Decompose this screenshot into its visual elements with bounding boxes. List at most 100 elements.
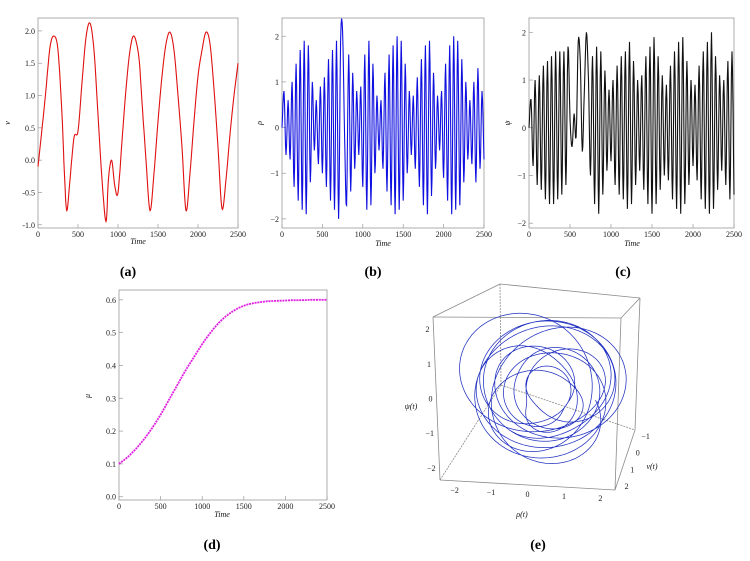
y-tick-label: 0.6 [106, 296, 116, 305]
panel-a-ylabel: ν [3, 121, 12, 125]
x-tick-label: 2 [598, 494, 602, 503]
x-tick-label: 1 [562, 492, 566, 501]
x-tick-label: −1 [487, 488, 496, 497]
y-tick-label: 0 [275, 124, 279, 133]
y-tick-label: 2 [625, 482, 629, 491]
box-edge [499, 283, 641, 299]
series-line [118, 298, 327, 465]
panel-e-ylabel: ν(t) [646, 462, 657, 471]
x-tick-label: 2000 [277, 502, 293, 511]
x-tick-label: 2000 [436, 230, 452, 239]
y-tick-label: -0.5 [22, 188, 35, 197]
y-tick-label: −1 [517, 172, 526, 181]
y-tick-label: −2 [270, 215, 279, 224]
y-tick-label: 0.1 [106, 460, 116, 469]
series-line [37, 22, 239, 224]
x-tick-label: 1000 [194, 502, 210, 511]
y-tick-label: 0.2 [106, 427, 116, 436]
y-tick-label: 0.5 [25, 124, 35, 133]
y-tick-label: 0.0 [106, 493, 116, 502]
x-tick-label: 2500 [319, 502, 335, 511]
box-edge [634, 297, 641, 431]
panel-b-ylabel: ρ [255, 121, 264, 126]
series-line [528, 32, 735, 214]
panel-d-xlabel: Time [214, 510, 230, 519]
panel-a-xlabel: Time [130, 237, 146, 246]
box-edge [439, 479, 616, 491]
box-edge [620, 297, 641, 319]
panel-b-xlabel: Time [375, 239, 391, 248]
trajectory-curve [459, 312, 627, 464]
y-tick-label: 2 [275, 32, 279, 41]
panel-d-ylabel: μ [83, 394, 92, 399]
y-tick-label: 0 [522, 124, 526, 133]
x-tick-label: 1000 [355, 230, 371, 239]
panel-d: 0 500 1000 1500 2000 2500 0.0 0.1 0.2 0.3 0.4 0.5 0.… [83, 289, 335, 553]
y-tick-label: 0.5 [106, 329, 116, 338]
x-tick-label: 0 [280, 230, 284, 239]
panel-b: 0 500 1000 1500 2000 2500 −2 −1 0 1 2 ρ Time (b) [255, 17, 492, 280]
panel-e-zlabel: ψ(t) [405, 402, 418, 411]
x-tick-label: 0 [117, 502, 121, 511]
x-tick-label: −2 [450, 486, 459, 495]
panel-d-label: (d) [203, 538, 220, 553]
y-tick-label: 0.3 [106, 394, 116, 403]
panel-a-frame [37, 17, 239, 229]
x-tick-label: 500 [564, 230, 576, 239]
x-tick-label: 2000 [685, 230, 701, 239]
panel-c-xlabel: Time [624, 239, 640, 248]
box-edge [614, 429, 636, 491]
panel-b-plot: 0 500 1000 1500 2000 2500 −2 −1 0 1 2 [270, 18, 492, 239]
y-tick-label: -1.0 [22, 221, 35, 230]
panel-a-label: (a) [120, 265, 137, 280]
y-tick-label: −2 [517, 219, 526, 228]
y-tick-label: 1 [630, 465, 634, 474]
panel-a: 0 500 1000 1500 2000 2500 -1.0 -0.5 0.0 0.5 1.0 1.5… [3, 17, 246, 280]
panel-b-label: (b) [364, 265, 381, 280]
x-tick-label: 500 [155, 502, 167, 511]
z-tick-label: 1 [427, 360, 431, 369]
y-tick-label: −1 [641, 432, 650, 441]
z-tick-label: 0 [429, 395, 433, 404]
box-edge [432, 283, 501, 318]
x-tick-label: 0 [36, 230, 40, 239]
y-tick-label: 1 [522, 76, 526, 85]
panel-c-plot: 0 500 1000 1500 2000 2500 −2 −1 0 1 2 [517, 28, 742, 239]
y-tick-label: 1.5 [25, 59, 35, 68]
panel-e-xlabel: ρ(t) [515, 510, 528, 519]
panel-c: 0 500 1000 1500 2000 2500 −2 −1 0 1 2 ψ Time (c) [503, 17, 742, 280]
box-edge [499, 283, 502, 386]
y-tick-label: 1.0 [25, 92, 35, 101]
panel-d-frame [118, 289, 328, 501]
box-edge [432, 316, 441, 481]
x-tick-label: 500 [316, 230, 328, 239]
x-tick-label: 2000 [190, 230, 206, 239]
box-edge [500, 384, 636, 431]
x-tick-label: 1500 [236, 502, 252, 511]
y-tick-label: 0.4 [106, 361, 116, 370]
series-line [281, 18, 485, 219]
x-tick-label: 500 [72, 230, 84, 239]
box-edge [614, 317, 622, 491]
y-tick-label: 0.0 [25, 156, 35, 165]
z-tick-label: 2 [426, 325, 430, 334]
z-tick-label: −2 [427, 464, 436, 473]
x-tick-label: 1500 [150, 230, 166, 239]
panel-c-ylabel: ψ [503, 119, 512, 125]
y-tick-label: 2.0 [25, 27, 35, 36]
x-tick-label: 1500 [395, 230, 411, 239]
x-tick-label: 1000 [110, 230, 126, 239]
y-tick-label: 0 [636, 449, 640, 458]
panel-d-plot: 0 500 1000 1500 2000 2500 0.0 0.1 0.2 0.3 0.4 0.5 0.… [106, 296, 335, 511]
x-tick-label: 2500 [230, 230, 246, 239]
panel-e-label: (e) [530, 538, 546, 553]
panel-e-trajectory [459, 312, 627, 464]
x-tick-label: 1000 [603, 230, 619, 239]
panel-a-plot: 0 500 1000 1500 2000 2500 -1.0 -0.5 0.0 0.5 1.0 1.5… [22, 22, 246, 239]
y-tick-label: 2 [522, 28, 526, 37]
x-tick-label: 2500 [476, 230, 492, 239]
x-tick-label: 0 [526, 490, 530, 499]
panel-c-label: (c) [615, 265, 631, 280]
